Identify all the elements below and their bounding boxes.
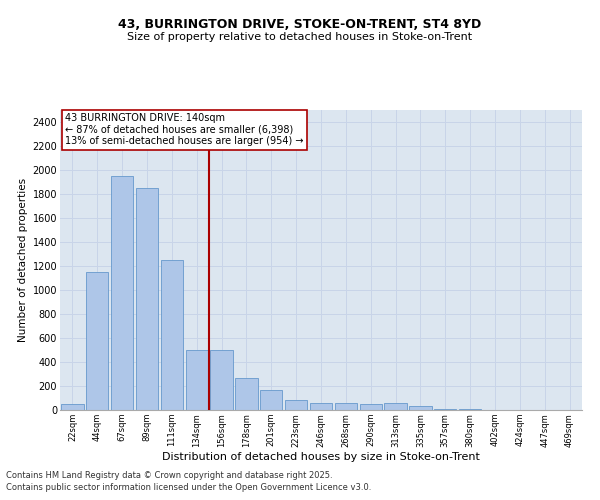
X-axis label: Distribution of detached houses by size in Stoke-on-Trent: Distribution of detached houses by size …: [162, 452, 480, 462]
Bar: [136, 188, 158, 410]
Bar: [335, 404, 357, 410]
Y-axis label: Number of detached properties: Number of detached properties: [19, 178, 28, 342]
Bar: [434, 409, 457, 410]
Bar: [260, 390, 283, 410]
Bar: [86, 272, 109, 410]
Text: 43, BURRINGTON DRIVE, STOKE-ON-TRENT, ST4 8YD: 43, BURRINGTON DRIVE, STOKE-ON-TRENT, ST…: [118, 18, 482, 30]
Bar: [161, 260, 183, 410]
Bar: [235, 378, 257, 410]
Bar: [359, 404, 382, 410]
Bar: [61, 404, 83, 410]
Bar: [185, 350, 208, 410]
Bar: [111, 176, 133, 410]
Text: Size of property relative to detached houses in Stoke-on-Trent: Size of property relative to detached ho…: [127, 32, 473, 42]
Bar: [409, 406, 431, 410]
Bar: [211, 350, 233, 410]
Bar: [285, 400, 307, 410]
Text: 43 BURRINGTON DRIVE: 140sqm
← 87% of detached houses are smaller (6,398)
13% of : 43 BURRINGTON DRIVE: 140sqm ← 87% of det…: [65, 113, 304, 146]
Bar: [310, 403, 332, 410]
Text: Contains HM Land Registry data © Crown copyright and database right 2025.: Contains HM Land Registry data © Crown c…: [6, 471, 332, 480]
Text: Contains public sector information licensed under the Open Government Licence v3: Contains public sector information licen…: [6, 484, 371, 492]
Bar: [385, 404, 407, 410]
